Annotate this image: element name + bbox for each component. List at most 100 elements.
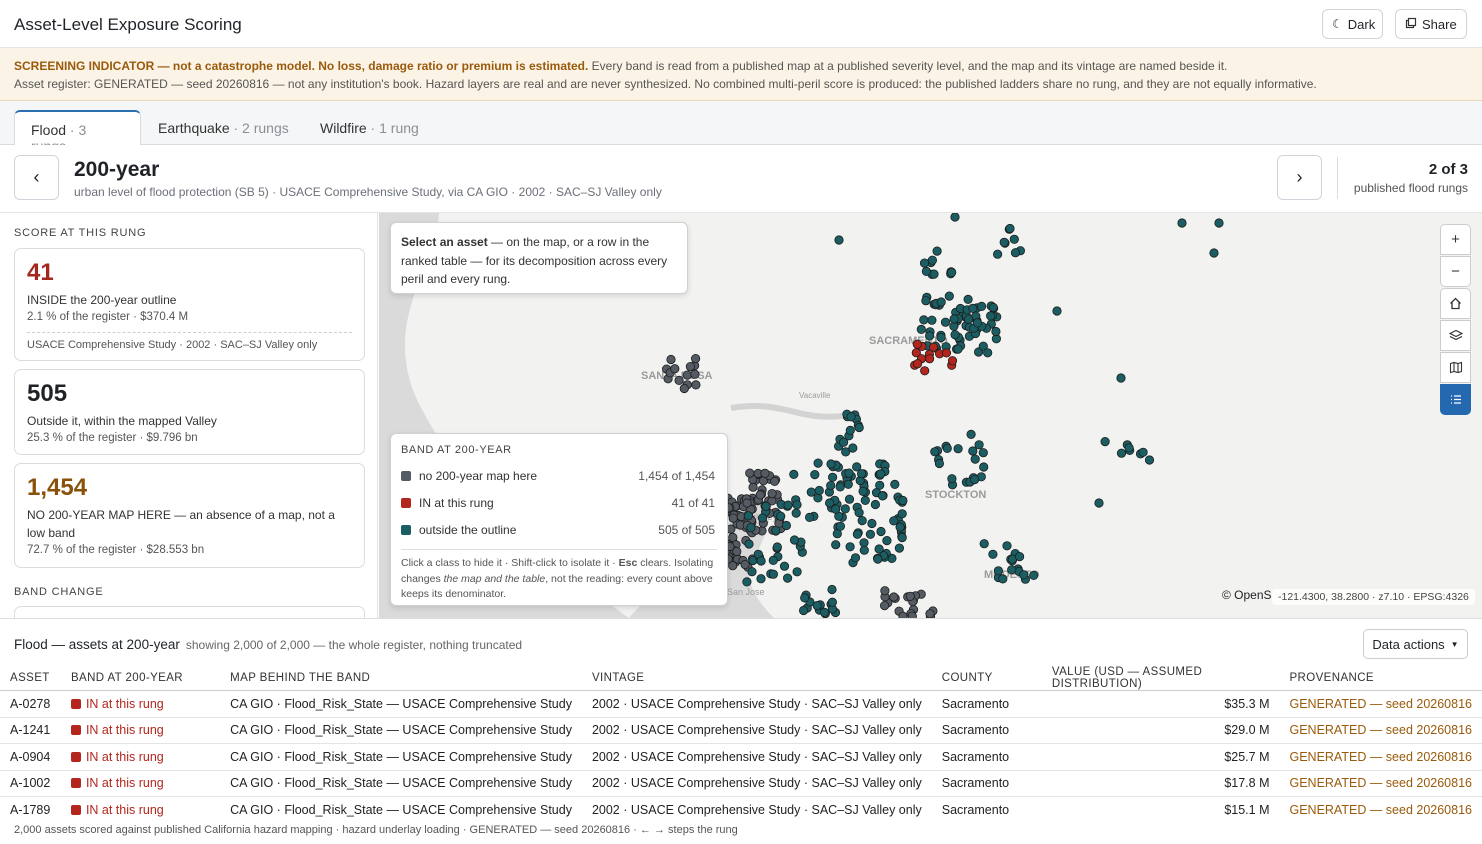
next-rung-button[interactable]: › [1277, 155, 1322, 200]
asset-point[interactable] [748, 482, 758, 492]
asset-point[interactable] [852, 529, 862, 539]
asset-point[interactable] [929, 269, 939, 279]
asset-point[interactable] [840, 504, 850, 514]
col-value[interactable]: VALUE (USD — ASSUMED DISTRIBUTION) [1041, 666, 1280, 691]
table-row[interactable]: A-0904 IN at this rung CA GIO · Flood_Risk… [0, 743, 1482, 771]
tab-earthquake[interactable]: Earthquake · 2 rungs [142, 110, 305, 145]
asset-point[interactable] [979, 462, 989, 472]
asset-point[interactable] [679, 383, 689, 394]
asset-point[interactable] [674, 375, 684, 385]
asset-point[interactable] [779, 561, 790, 571]
asset-point[interactable] [781, 520, 791, 531]
asset-point[interactable] [691, 380, 701, 390]
asset-point[interactable] [690, 369, 700, 379]
asset-point[interactable] [768, 569, 778, 579]
asset-point[interactable] [742, 577, 752, 587]
asset-point[interactable] [966, 429, 976, 439]
legend-row-nomap[interactable]: no 200-year map here 1,454 of 1,454 [401, 462, 717, 489]
zoom-out-icon[interactable]: − [1440, 256, 1471, 287]
asset-point[interactable] [998, 574, 1008, 584]
asset-point[interactable] [867, 518, 877, 529]
asset-point[interactable] [854, 422, 864, 433]
asset-point[interactable] [912, 339, 922, 349]
asset-point[interactable] [792, 500, 802, 510]
asset-point[interactable] [936, 297, 946, 307]
asset-point[interactable] [814, 485, 824, 496]
data-actions-button[interactable]: Data actions ▼ [1363, 629, 1468, 659]
list-icon[interactable] [1440, 384, 1471, 415]
asset-point[interactable] [756, 574, 766, 584]
asset-point[interactable] [732, 546, 742, 557]
asset-point[interactable] [912, 359, 923, 369]
asset-point[interactable] [1005, 223, 1015, 234]
asset-point[interactable] [873, 554, 883, 564]
asset-point[interactable] [924, 331, 935, 341]
asset-point[interactable] [791, 508, 801, 518]
asset-point[interactable] [905, 591, 915, 601]
col-map[interactable]: MAP BEHIND THE BAND [220, 666, 582, 691]
asset-point[interactable] [897, 532, 907, 543]
asset-point[interactable] [834, 235, 844, 245]
asset-point[interactable] [760, 468, 770, 478]
asset-point[interactable] [812, 600, 822, 611]
share-button[interactable]: Share [1395, 9, 1467, 39]
asset-point[interactable] [916, 324, 926, 335]
asset-point[interactable] [854, 507, 864, 518]
col-provenance[interactable]: PROVENANCE [1279, 666, 1482, 691]
asset-point[interactable] [1052, 306, 1062, 316]
asset-point[interactable] [1214, 218, 1224, 228]
asset-point[interactable] [728, 561, 738, 571]
asset-point[interactable] [1138, 447, 1148, 457]
asset-point[interactable] [756, 556, 766, 566]
col-county[interactable]: COUNTY [931, 666, 1042, 691]
asset-point[interactable] [782, 573, 793, 583]
tab-flood[interactable]: Flood · 3 rungs [14, 110, 141, 154]
asset-point[interactable] [844, 494, 855, 504]
asset-point[interactable] [827, 472, 838, 482]
table-row[interactable]: A-0278 IN at this rung CA GIO · Flood_Risk… [0, 690, 1482, 718]
asset-point[interactable] [950, 330, 960, 340]
asset-point[interactable] [776, 511, 786, 521]
asset-point[interactable] [747, 567, 757, 577]
asset-point[interactable] [895, 522, 905, 532]
asset-point[interactable] [670, 364, 680, 374]
asset-point[interactable] [1094, 498, 1104, 508]
asset-point[interactable] [768, 555, 778, 565]
asset-point[interactable] [783, 500, 793, 510]
asset-point[interactable] [744, 539, 754, 549]
asset-point[interactable] [859, 545, 869, 555]
asset-point[interactable] [927, 315, 937, 325]
asset-point[interactable] [846, 412, 856, 422]
asset-point[interactable] [925, 609, 935, 618]
asset-point[interactable] [819, 607, 830, 617]
asset-point[interactable] [949, 314, 959, 324]
asset-point[interactable] [898, 611, 908, 618]
asset-point[interactable] [876, 526, 886, 537]
legend-row-in[interactable]: IN at this rung 41 of 41 [401, 489, 717, 516]
asset-point[interactable] [852, 462, 862, 472]
asset-point[interactable] [927, 255, 938, 265]
asset-point[interactable] [870, 499, 880, 510]
legend-row-outside[interactable]: outside the outline 505 of 505 [401, 516, 717, 543]
asset-point[interactable] [894, 543, 905, 553]
asset-point[interactable] [850, 553, 861, 563]
asset-point[interactable] [993, 566, 1004, 576]
zoom-in-icon[interactable]: + [1440, 224, 1471, 255]
asset-point[interactable] [897, 509, 907, 519]
asset-point[interactable] [1019, 570, 1029, 580]
asset-point[interactable] [827, 597, 837, 607]
asset-point[interactable] [831, 540, 841, 550]
asset-point[interactable] [919, 258, 930, 268]
asset-point[interactable] [755, 490, 765, 500]
asset-point[interactable] [1116, 373, 1126, 383]
asset-point[interactable] [831, 504, 841, 514]
asset-point[interactable] [898, 495, 908, 506]
asset-point[interactable] [953, 444, 963, 454]
asset-point[interactable] [889, 592, 899, 602]
asset-point[interactable] [844, 468, 854, 478]
asset-point[interactable] [930, 447, 940, 457]
asset-point[interactable] [988, 549, 998, 559]
asset-point[interactable] [934, 458, 945, 469]
asset-point[interactable] [789, 469, 799, 479]
home-icon[interactable] [1440, 288, 1471, 319]
